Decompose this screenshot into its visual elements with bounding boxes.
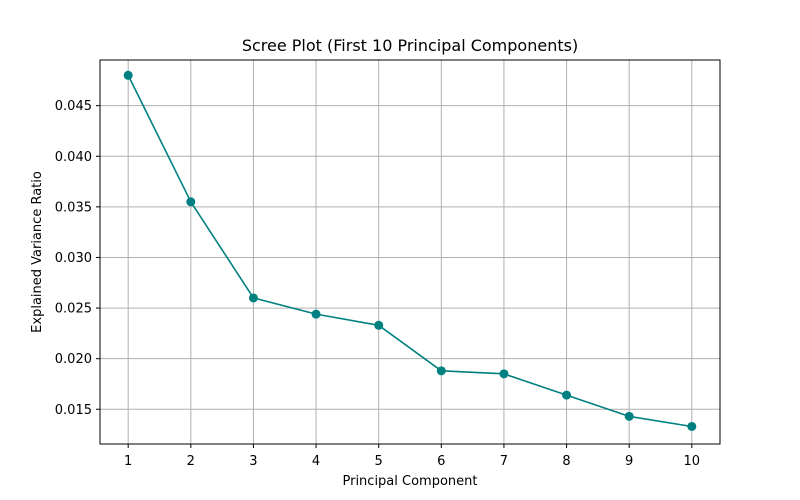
data-point [374,320,384,330]
y-tick-label: 0.015 [55,403,92,418]
data-point [186,197,196,207]
x-tick-label: 7 [500,454,508,469]
x-tick-label: 9 [625,454,633,469]
x-tick-label: 8 [562,454,570,469]
data-point [562,390,572,400]
x-axis-ticks: 1 2 3 4 5 6 7 8 9 10 [124,444,700,469]
series-line [127,74,692,428]
y-tick-label: 0.020 [55,352,92,367]
grid-lines [100,60,720,444]
y-tick-label: 0.025 [55,302,92,317]
data-point [248,293,258,303]
x-tick-label: 3 [249,454,257,469]
y-tick-label: 0.045 [55,99,92,114]
data-point [687,421,697,431]
y-axis-ticks: 0.015 0.020 0.025 0.030 0.035 0.040 0.045 [55,99,100,418]
series-layer [123,70,697,431]
data-point [311,309,321,319]
x-tick-label: 5 [375,454,383,469]
y-tick-label: 0.030 [55,251,92,266]
x-tick-label: 1 [124,454,132,469]
data-point [624,411,634,421]
y-tick-label: 0.040 [55,150,92,165]
x-tick-label: 10 [684,454,701,469]
x-tick-label: 2 [187,454,195,469]
data-point [499,369,509,379]
chart-title: Scree Plot (First 10 Principal Component… [242,36,578,55]
y-axis-label: Explained Variance Ratio [30,171,45,333]
x-tick-label: 4 [312,454,320,469]
y-tick-label: 0.035 [55,200,92,215]
x-axis-label: Principal Component [342,474,477,489]
data-point [123,70,133,80]
x-tick-label: 6 [437,454,445,469]
data-point [436,366,446,376]
plot-frame [99,59,721,445]
